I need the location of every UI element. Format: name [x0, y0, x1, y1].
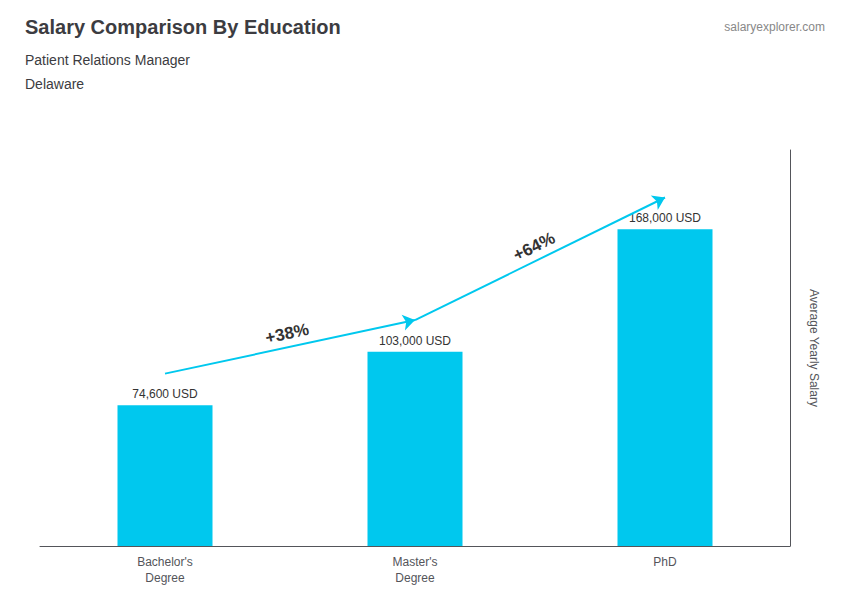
- svg-text:salaryexplorer.com: salaryexplorer.com: [724, 20, 825, 34]
- svg-text:Bachelor's: Bachelor's: [137, 555, 193, 569]
- svg-text:PhD: PhD: [653, 555, 677, 569]
- svg-text:Patient Relations Manager: Patient Relations Manager: [25, 52, 190, 68]
- svg-text:+38%: +38%: [264, 320, 311, 348]
- svg-text:Master's: Master's: [393, 555, 438, 569]
- svg-text:Degree: Degree: [395, 571, 435, 585]
- svg-text:74,600 USD: 74,600 USD: [132, 387, 198, 401]
- svg-text:Average Yearly Salary: Average Yearly Salary: [807, 289, 821, 407]
- svg-text:103,000 USD: 103,000 USD: [379, 334, 451, 348]
- svg-text:Salary Comparison By Education: Salary Comparison By Education: [25, 16, 341, 38]
- svg-text:+64%: +64%: [510, 228, 558, 264]
- svg-text:Delaware: Delaware: [25, 76, 84, 92]
- svg-text:168,000 USD: 168,000 USD: [629, 211, 701, 225]
- svg-text:Degree: Degree: [145, 571, 185, 585]
